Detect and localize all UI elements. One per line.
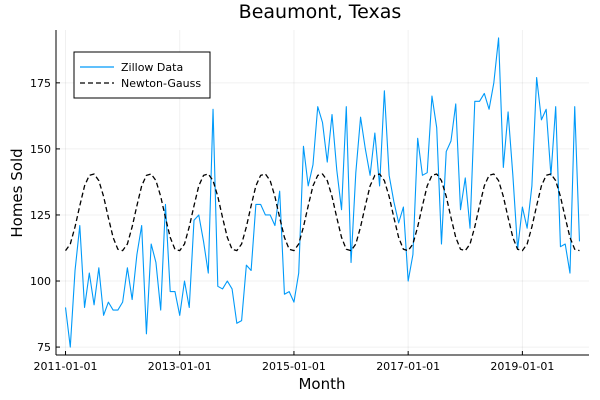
series-layer (64, 37, 581, 348)
legend-box (73, 51, 211, 99)
chart-title: Beaumont, Texas (239, 1, 402, 23)
y-tick-label: 175 (30, 77, 51, 90)
legend-label-zillow-data: Zillow Data (121, 61, 183, 74)
x-tick-label: 2011-01-01 (34, 360, 98, 373)
x-axis-title: Month (298, 375, 345, 393)
y-tick-label: 75 (37, 341, 51, 354)
legend-label-newton-gauss: Newton-Gauss (121, 77, 201, 90)
y-tick-label: 100 (30, 275, 51, 288)
series-line-newton-gauss (64, 173, 580, 252)
x-tick-label: 2015-01-01 (262, 360, 326, 373)
y-tick-labels: 75 100 125 150 175 (30, 77, 60, 354)
x-tick-label: 2013-01-01 (148, 360, 212, 373)
axes (55, 30, 589, 356)
series-line-zillow-data (64, 37, 581, 348)
x-tick-label: 2019-01-01 (490, 360, 554, 373)
legend: Zillow Data Newton-Gauss (73, 51, 211, 99)
x-tick-labels: 2011-01-01 2013-01-01 2015-01-01 2017-01-01… (34, 351, 554, 373)
y-axis-title: Homes Sold (8, 148, 26, 237)
y-tick-label: 125 (30, 209, 51, 222)
x-tick-label: 2017-01-01 (376, 360, 440, 373)
y-tick-label: 150 (30, 143, 51, 156)
